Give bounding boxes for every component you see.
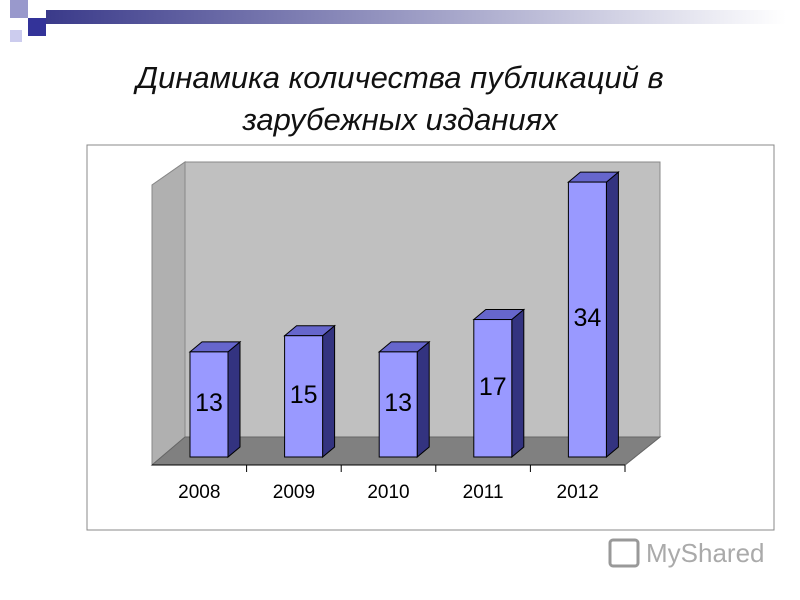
value-label: 34: [573, 304, 601, 332]
value-label: 13: [384, 389, 412, 417]
bar-side: [322, 324, 336, 459]
bar: [567, 181, 607, 458]
bar-side: [416, 340, 430, 459]
value-label: 15: [290, 381, 318, 409]
x-tick-label: 2009: [273, 482, 315, 503]
x-tick-label: 2012: [557, 482, 599, 503]
bar-side: [227, 340, 241, 459]
decoration: [10, 0, 786, 42]
value-label: 13: [195, 389, 223, 417]
x-tick-label: 2010: [367, 482, 409, 503]
side-wall: [151, 161, 186, 467]
bar: [284, 335, 324, 458]
x-tick-label: 2008: [178, 482, 220, 503]
value-label: 17: [479, 373, 507, 401]
title-line: зарубежных изданиях: [241, 102, 559, 137]
x-tick-label: 2011: [463, 482, 504, 503]
bar: [189, 351, 229, 458]
watermark-text: MyShared: [646, 538, 765, 568]
bar: [378, 351, 418, 458]
watermark: MyShared: [608, 538, 765, 568]
bar-side: [605, 171, 619, 459]
bar-side: [511, 308, 525, 459]
bar: [473, 319, 513, 458]
title-line: Динамика количества публикаций в: [133, 60, 663, 95]
